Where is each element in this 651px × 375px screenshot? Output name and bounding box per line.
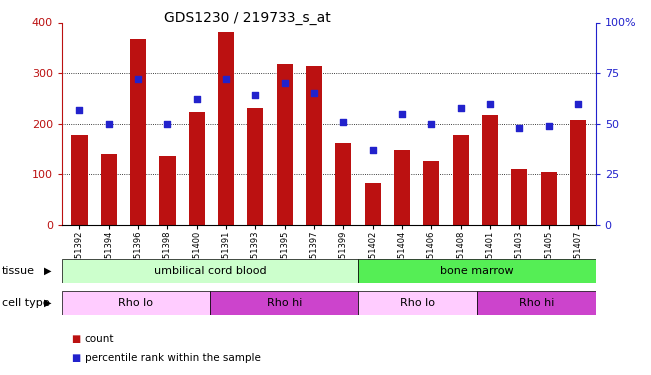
Bar: [130, 39, 146, 225]
Text: Rho hi: Rho hi: [519, 298, 554, 308]
Bar: [218, 32, 234, 225]
Text: tissue: tissue: [2, 266, 35, 276]
Text: bone marrow: bone marrow: [440, 266, 514, 276]
Text: Rho hi: Rho hi: [266, 298, 302, 308]
Text: GDS1230 / 219733_s_at: GDS1230 / 219733_s_at: [164, 11, 331, 25]
Point: [191, 96, 202, 102]
Bar: [482, 115, 498, 225]
Point: [133, 76, 143, 82]
Point: [485, 100, 495, 106]
Point: [74, 106, 85, 112]
Point: [544, 123, 554, 129]
Bar: [541, 172, 557, 225]
Text: cell type: cell type: [2, 298, 49, 308]
Bar: [306, 66, 322, 225]
Text: ▶: ▶: [44, 266, 51, 276]
Point: [573, 100, 583, 106]
Bar: [359, 259, 596, 283]
Point: [221, 76, 231, 82]
Point: [397, 111, 408, 117]
Bar: [394, 150, 410, 225]
Text: percentile rank within the sample: percentile rank within the sample: [85, 353, 260, 363]
Point: [368, 147, 378, 153]
Bar: [570, 120, 586, 225]
Bar: [452, 135, 469, 225]
Point: [426, 121, 437, 127]
Bar: [189, 112, 205, 225]
Point: [279, 80, 290, 86]
Bar: [277, 64, 293, 225]
Text: ■: ■: [72, 353, 81, 363]
Text: ▶: ▶: [44, 298, 51, 308]
Bar: [477, 291, 596, 315]
Bar: [159, 156, 176, 225]
Bar: [423, 161, 439, 225]
Bar: [210, 291, 359, 315]
Bar: [72, 135, 87, 225]
Point: [456, 105, 466, 111]
Bar: [511, 170, 527, 225]
Bar: [62, 259, 359, 283]
Point: [250, 92, 260, 98]
Bar: [359, 291, 477, 315]
Text: Rho lo: Rho lo: [118, 298, 154, 308]
Text: count: count: [85, 334, 114, 344]
Text: umbilical cord blood: umbilical cord blood: [154, 266, 266, 276]
Bar: [101, 154, 117, 225]
Bar: [335, 143, 352, 225]
Point: [514, 125, 525, 131]
Point: [339, 119, 349, 125]
Bar: [62, 291, 210, 315]
Bar: [365, 183, 381, 225]
Point: [309, 90, 319, 96]
Point: [104, 121, 114, 127]
Point: [162, 121, 173, 127]
Bar: [247, 108, 264, 225]
Text: Rho lo: Rho lo: [400, 298, 436, 308]
Text: ■: ■: [72, 334, 81, 344]
